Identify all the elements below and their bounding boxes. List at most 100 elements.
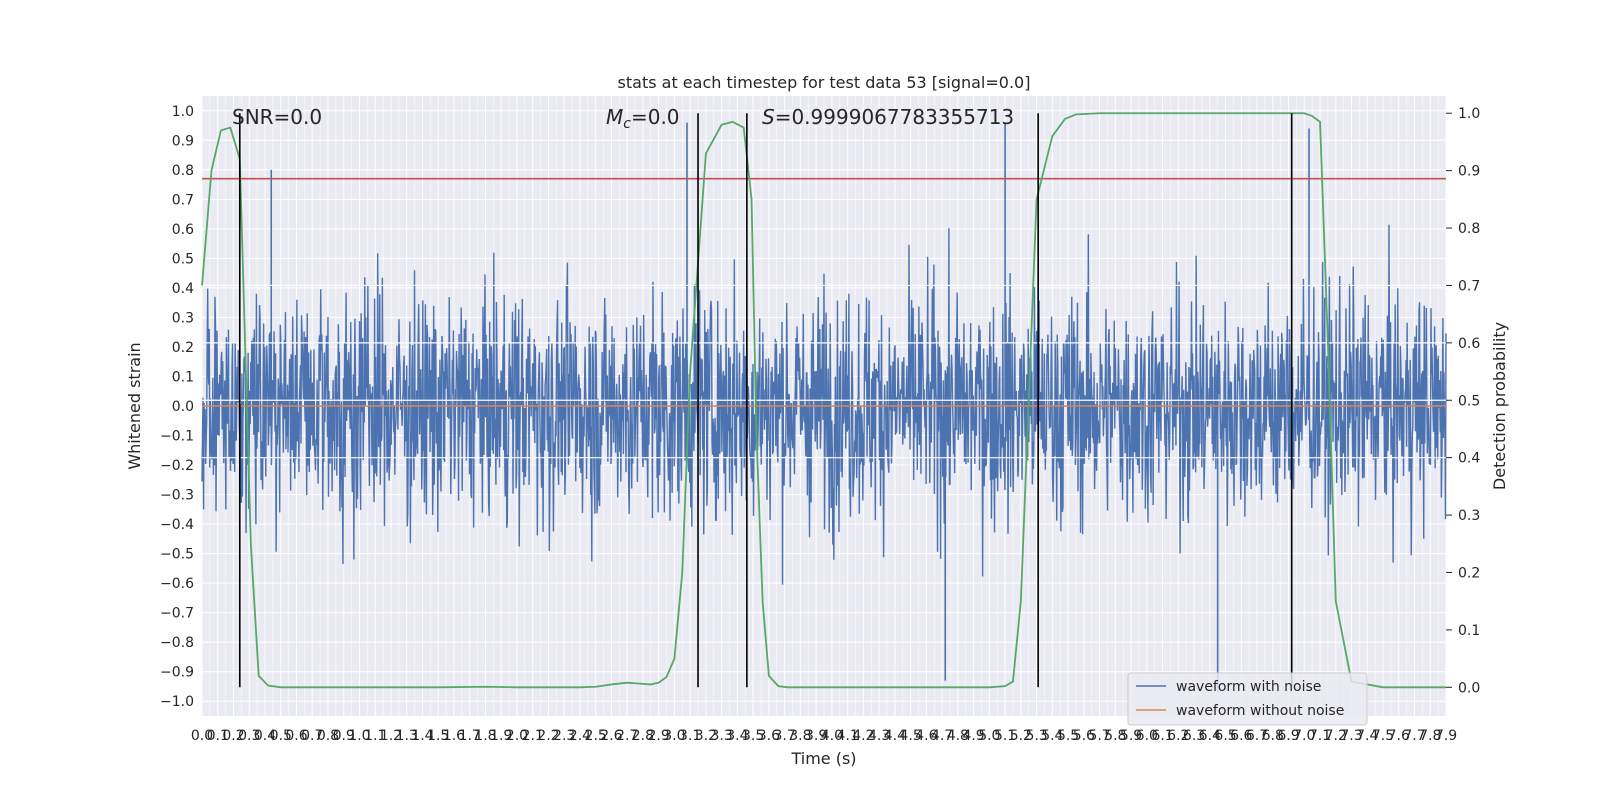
x-tick-label: 7.9	[1435, 728, 1457, 744]
y-tick-label-right: 0.3	[1458, 508, 1480, 524]
x-tick-label: 6.5	[1214, 728, 1236, 744]
mc-annotation: Mc=0.0	[606, 105, 680, 132]
y-tick-label-right: 1.0	[1458, 106, 1480, 122]
x-tick-label: 6.3	[1183, 728, 1205, 744]
x-tick-label: 3.7	[774, 728, 796, 744]
x-tick-label: 7.3	[1340, 728, 1362, 744]
x-tick-label: 2.9	[648, 728, 670, 744]
x-tick-label: 4.6	[915, 728, 937, 744]
mc-value: =0.0	[631, 105, 680, 129]
y-tick-label-left: 0.2	[172, 340, 194, 356]
y-tick-label-left: 0.7	[172, 192, 194, 208]
y-tick-label-left: 0.1	[172, 369, 194, 385]
x-tick-label: 6.4	[1199, 728, 1221, 744]
x-tick-label: 3.1	[679, 728, 701, 744]
x-tick-label: 1.8	[474, 728, 496, 744]
x-tick-label: 0.1	[207, 728, 229, 744]
legend-label-noise: waveform with noise	[1176, 679, 1321, 695]
x-tick-label: 3.6	[758, 728, 780, 744]
x-tick-label: 2.5	[585, 728, 607, 744]
y-tick-label-left: 0.3	[172, 310, 194, 326]
x-tick-label: 4.2	[852, 728, 874, 744]
x-tick-label: 3.0	[663, 728, 685, 744]
x-tick-label: 1.5	[427, 728, 449, 744]
s-value: =0.9999067783355713	[775, 105, 1014, 129]
x-tick-label: 6.6	[1230, 728, 1252, 744]
y-tick-label-left: −0.2	[160, 458, 194, 474]
y-tick-label-left: 0.8	[172, 163, 194, 179]
legend-box	[1127, 672, 1368, 726]
s-symbol: S	[762, 105, 775, 129]
y-tick-label-left: 1.0	[172, 104, 194, 120]
chart-title: stats at each timestep for test data 53 …	[618, 73, 1031, 92]
y-tick-label-right: 0.0	[1458, 680, 1480, 696]
y-tick-label-left: −0.6	[160, 576, 194, 592]
y-tick-label-right: 0.6	[1458, 336, 1480, 352]
x-tick-label: 4.3	[868, 728, 890, 744]
x-axis-label: Time (s)	[790, 749, 856, 768]
noise-trace	[201, 224, 1447, 585]
snr-annotation: SNR=0.0	[232, 105, 322, 129]
y-tick-label-right: 0.8	[1458, 221, 1480, 237]
x-tick-label: 7.6	[1388, 728, 1410, 744]
reference-lines	[202, 177, 1446, 459]
x-tick-label: 6.8	[1262, 728, 1284, 744]
y-tick-label-right: 0.7	[1458, 278, 1480, 294]
x-tick-label: 5.3	[1025, 728, 1047, 744]
x-tick-label: 3.4	[726, 728, 748, 744]
x-tick-label: 2.6	[600, 728, 622, 744]
x-tick-label: 0.4	[254, 728, 276, 744]
x-tick-label: 7.5	[1372, 728, 1394, 744]
x-tick-label: 2.2	[537, 728, 559, 744]
y-tick-label-left: −0.7	[160, 606, 194, 622]
mc-symbol: M	[606, 105, 623, 129]
x-tick-label: 0.7	[301, 728, 323, 744]
y-axis-left-label: Whitened strain	[125, 342, 144, 469]
probability-curve	[201, 112, 1446, 689]
x-tick-label: 0.0	[191, 728, 213, 744]
x-tick-label: 5.8	[1104, 728, 1126, 744]
y-tick-label-left: −0.5	[160, 547, 194, 563]
y-tick-label-left: 0.0	[172, 399, 194, 415]
y-axis-left-ticks: −1.0 −0.9 −0.8 −0.7 −0.6 −0.5 −0.4 −0.3 −0.2 −0.1…	[160, 104, 194, 710]
x-tick-label: 6.7	[1246, 728, 1268, 744]
x-tick-label: 2.8	[632, 728, 654, 744]
x-tick-label: 7.2	[1325, 728, 1347, 744]
x-tick-label: 4.8	[947, 728, 969, 744]
x-tick-label: 7.7	[1403, 728, 1425, 744]
x-tick-label: 2.1	[522, 728, 544, 744]
x-tick-label: 0.6	[285, 728, 307, 744]
y-tick-label-right: 0.4	[1458, 451, 1480, 467]
mc-subscript: c	[623, 116, 631, 132]
y-axis-right-ticks: 0.0 0.1 0.2 0.3 0.4 0.5 0.6 0.7 0.8 0.9 1.0	[1446, 106, 1480, 696]
x-tick-label: 7.8	[1419, 728, 1441, 744]
x-tick-label: 7.4	[1356, 728, 1378, 744]
x-tick-label: 0.5	[270, 728, 292, 744]
x-tick-label: 2.4	[569, 728, 591, 744]
x-tick-label: 6.2	[1167, 728, 1189, 744]
x-tick-label: 4.4	[884, 728, 906, 744]
x-tick-label: 2.7	[616, 728, 638, 744]
y-tick-label-left: −0.9	[160, 665, 194, 681]
x-tick-label: 2.0	[506, 728, 528, 744]
x-tick-label: 4.1	[836, 728, 858, 744]
x-axis-ticks: 0.00.10.20.30.40.50.60.70.80.91.01.11.21…	[191, 728, 1457, 744]
y-tick-label-left: −0.8	[160, 635, 194, 651]
x-tick-label: 3.3	[711, 728, 733, 744]
x-tick-label: 5.5	[1057, 728, 1079, 744]
x-tick-label: 7.1	[1309, 728, 1331, 744]
y-tick-label-left: −1.0	[160, 694, 194, 710]
x-tick-label: 7.0	[1293, 728, 1315, 744]
x-tick-label: 4.5	[899, 728, 921, 744]
y-tick-label-left: −0.3	[160, 488, 194, 504]
y-tick-label-left: 0.4	[172, 281, 194, 297]
x-tick-label: 5.9	[1120, 728, 1142, 744]
vertical-markers	[238, 113, 1293, 688]
legend-label-clean: waveform without noise	[1176, 703, 1344, 719]
x-tick-label: 5.2	[1010, 728, 1032, 744]
x-tick-label: 6.1	[1151, 728, 1173, 744]
x-tick-label: 5.1	[994, 728, 1016, 744]
x-tick-label: 3.9	[805, 728, 827, 744]
x-tick-label: 0.9	[333, 728, 355, 744]
